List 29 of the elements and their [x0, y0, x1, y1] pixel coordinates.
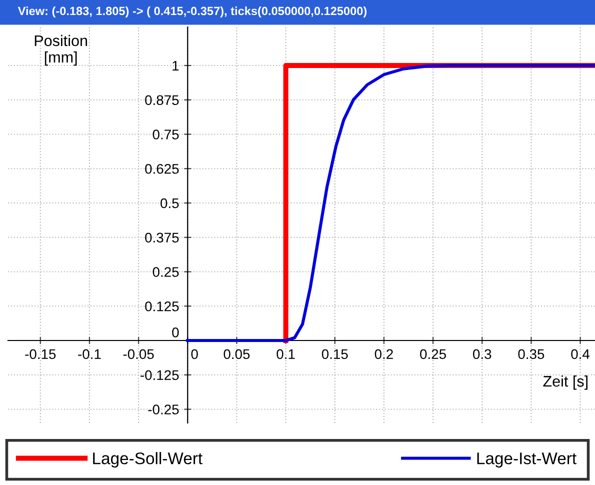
x-tick-label: 0.3	[473, 349, 492, 360]
y-tick-label: -0.125	[140, 370, 179, 380]
y-axis-title: Position [mm]	[34, 34, 88, 66]
x-tick-label: 0.1	[276, 349, 295, 360]
y-tick-label: 0.125	[145, 301, 179, 312]
y-tick-label: 0.875	[145, 95, 179, 106]
legend-label: Lage-Soll-Wert	[93, 452, 202, 468]
x-tick-label: -0.05	[123, 349, 154, 360]
y-tick-label: 0.5	[160, 198, 179, 208]
y-tick-label: 0.75	[152, 130, 179, 140]
y-tick-label: 0.375	[145, 232, 179, 243]
legend-label: Lage-Ist-Wert	[477, 452, 576, 468]
x-tick-label: 0.25	[420, 349, 446, 360]
y-tick-label: 0.25	[152, 267, 179, 277]
y-tick-label: 1	[172, 60, 179, 71]
y-tick-label: 0	[172, 328, 179, 338]
y-tick-label: -0.25	[148, 404, 179, 414]
line-series	[186, 64, 595, 342]
x-tick-label: 0	[191, 349, 198, 360]
y-tick-label: 0.625	[145, 164, 179, 174]
x-tick-label: 0.05	[224, 349, 250, 360]
x-axis-title: Zeit [s]	[543, 375, 588, 390]
chart-title: View: (-0.183, 1.805) -> ( 0.415,-0.357), ticks(0.050000,0.125000)	[18, 6, 367, 18]
x-tick-label: 0.35	[518, 349, 544, 360]
x-tick-label: -0.1	[78, 349, 101, 360]
x-tick-label: 0.2	[374, 349, 393, 360]
x-tick-label: 0.15	[322, 349, 348, 360]
x-tick-label: -0.15	[25, 349, 56, 360]
x-tick-label: 0.4	[571, 349, 590, 360]
